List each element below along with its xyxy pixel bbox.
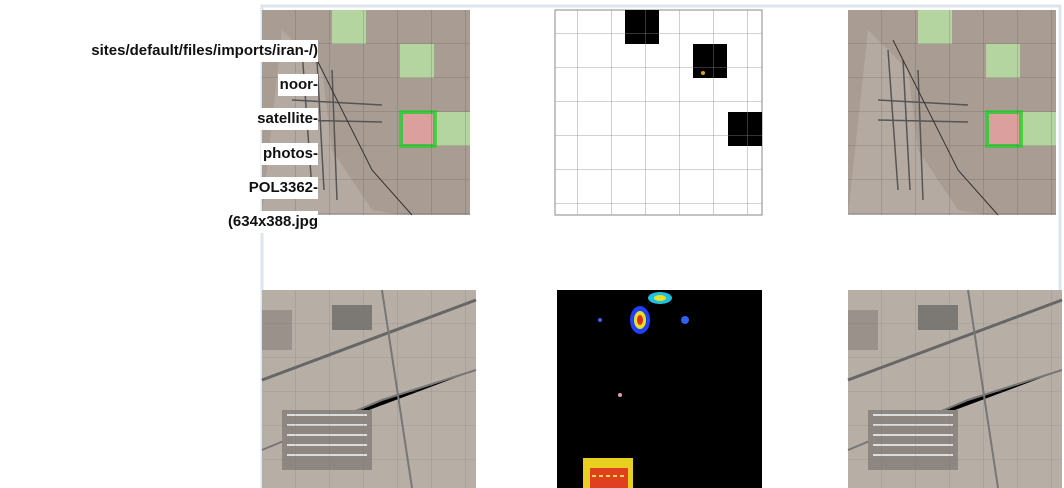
caption-line: photos-	[261, 143, 318, 165]
caption-line: POL3362-	[246, 177, 318, 199]
caption-line: (634x388.jpg	[225, 211, 318, 233]
mask-grid	[554, 9, 763, 216]
figure-frame	[260, 4, 1062, 488]
caption-line: satellite-	[255, 108, 318, 130]
heatmap	[557, 290, 762, 488]
satellite-image	[846, 8, 1058, 217]
satellite-image	[846, 288, 1064, 488]
caption-line: noor-	[277, 74, 318, 96]
satellite-image	[260, 288, 478, 488]
caption-line: sites/default/files/imports/iran-/)	[89, 40, 318, 62]
